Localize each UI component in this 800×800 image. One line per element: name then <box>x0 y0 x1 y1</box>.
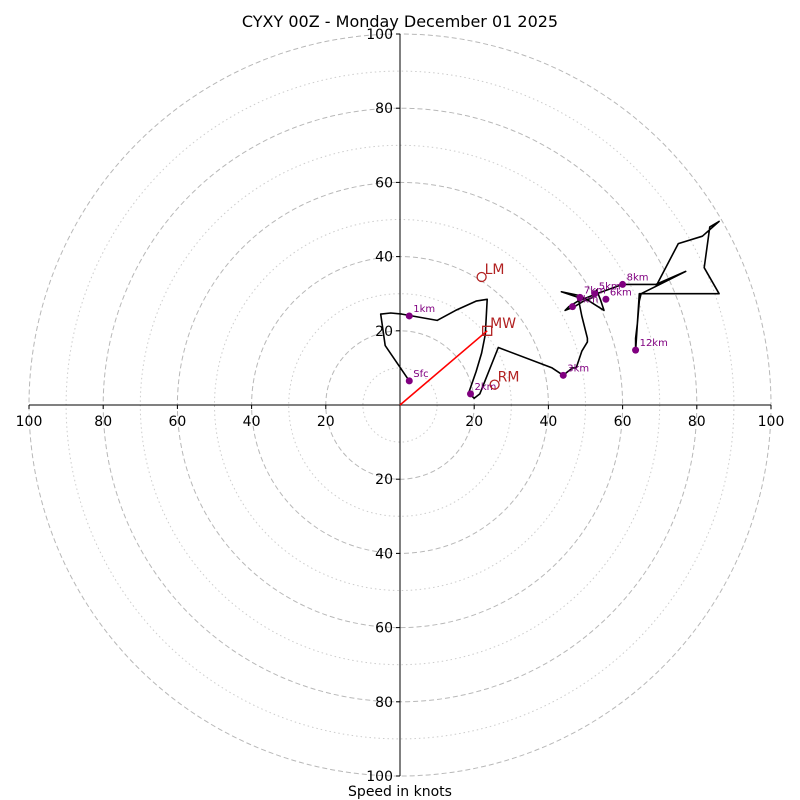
height-marker-dot <box>632 346 640 354</box>
y-tick-label: 40 <box>375 546 393 562</box>
y-tick-label: 80 <box>375 695 393 711</box>
storm-motion-group: LM MW RM <box>399 262 520 406</box>
x-tick-label: 100 <box>758 414 785 430</box>
y-tick-label: 80 <box>375 101 393 117</box>
storm-motion-marker <box>482 325 493 336</box>
height-marker-label: 8km <box>627 272 649 283</box>
storm-motion-label: LM <box>485 262 505 278</box>
storm-motion-label: MW <box>490 316 516 332</box>
x-tick-label: 80 <box>94 414 112 430</box>
storm-motion-marker <box>476 271 487 283</box>
height-marker-dot <box>405 377 413 385</box>
mean-wind-vector <box>399 330 488 406</box>
tick-labels: 100 80 60 40 20 20 40 60 80 100 100 80 60 40 20 20 40 60 8… <box>16 27 785 785</box>
y-tick-label: 40 <box>375 250 393 266</box>
height-marker-dot <box>559 371 567 379</box>
x-tick-label: 60 <box>168 414 186 430</box>
height-marker-label: 4km <box>577 295 599 306</box>
height-marker-label: 1km <box>413 304 435 315</box>
x-tick-label: 80 <box>688 414 706 430</box>
chart-title: CYXY 00Z - Monday December 01 2025 <box>242 12 558 31</box>
height-marker-dot <box>576 293 584 301</box>
x-tick-label: 20 <box>465 414 483 430</box>
height-marker-label: 5km <box>599 282 621 293</box>
x-tick-label: 100 <box>16 414 43 430</box>
height-marker-dot <box>591 290 599 298</box>
x-axis-label: Speed in knots <box>348 784 452 800</box>
y-tick-label: 100 <box>366 769 393 785</box>
height-marker-label: 2km <box>474 382 496 393</box>
height-marker-label: 7km <box>584 285 606 296</box>
y-tick-label: 100 <box>366 27 393 43</box>
height-marker-label: 12km <box>640 338 668 349</box>
y-tick-label: 20 <box>375 324 393 340</box>
height-marker-dot <box>619 280 627 288</box>
height-marker-dot <box>466 390 474 398</box>
x-tick-label: 40 <box>243 414 261 430</box>
height-marker-dot <box>405 312 413 320</box>
x-tick-label: 20 <box>317 414 335 430</box>
y-tick-label: 60 <box>375 621 393 637</box>
storm-motion-marker <box>489 379 500 390</box>
y-tick-label: 60 <box>375 175 393 191</box>
x-tick-label: 60 <box>614 414 632 430</box>
height-marker-label: 6km <box>610 287 632 298</box>
height-marker-label: Sfc <box>413 369 428 380</box>
storm-motion-label: RM <box>498 370 520 386</box>
x-tick-label: 40 <box>539 414 557 430</box>
y-tick-label: 20 <box>375 472 393 488</box>
height-marker-dot <box>602 295 610 303</box>
height-marker-dot <box>569 303 577 311</box>
height-marker-label: 3km <box>567 363 589 374</box>
